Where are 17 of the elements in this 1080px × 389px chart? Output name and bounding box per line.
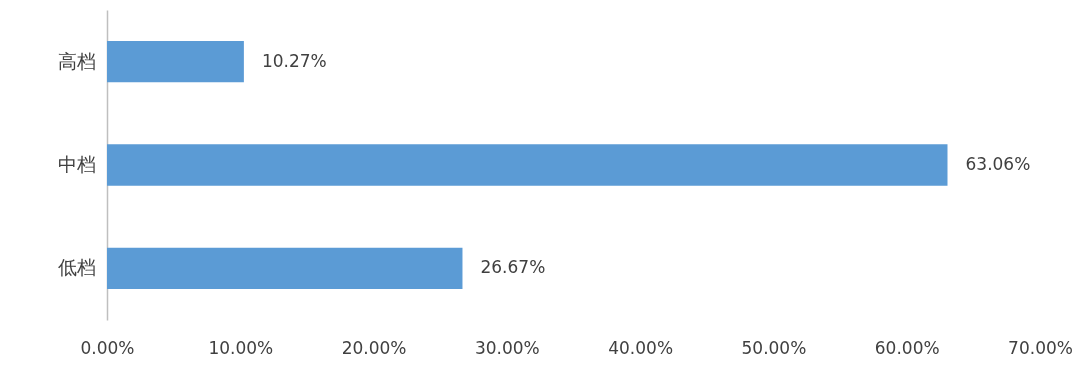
y-tick-label: 低档 (57, 256, 96, 279)
x-tick-label: 30.00% (474, 337, 540, 358)
data-label: 63.06% (965, 154, 1031, 174)
x-tick-label: 10.00% (208, 337, 274, 358)
bar (107, 247, 463, 289)
x-tick-label: 70.00% (1008, 337, 1073, 358)
data-label: 26.67% (480, 257, 546, 278)
bar (107, 41, 244, 83)
bar (107, 144, 948, 186)
y-tick-label: 中档 (57, 153, 96, 175)
x-tick-label: 0.00% (80, 337, 135, 358)
x-tick-label: 60.00% (874, 337, 940, 358)
data-label: 10.27% (261, 50, 327, 71)
y-tick-label: 高档 (57, 49, 96, 72)
x-tick-label: 40.00% (608, 337, 674, 358)
x-tick-label: 50.00% (741, 337, 807, 358)
x-tick-label: 20.00% (341, 337, 407, 358)
